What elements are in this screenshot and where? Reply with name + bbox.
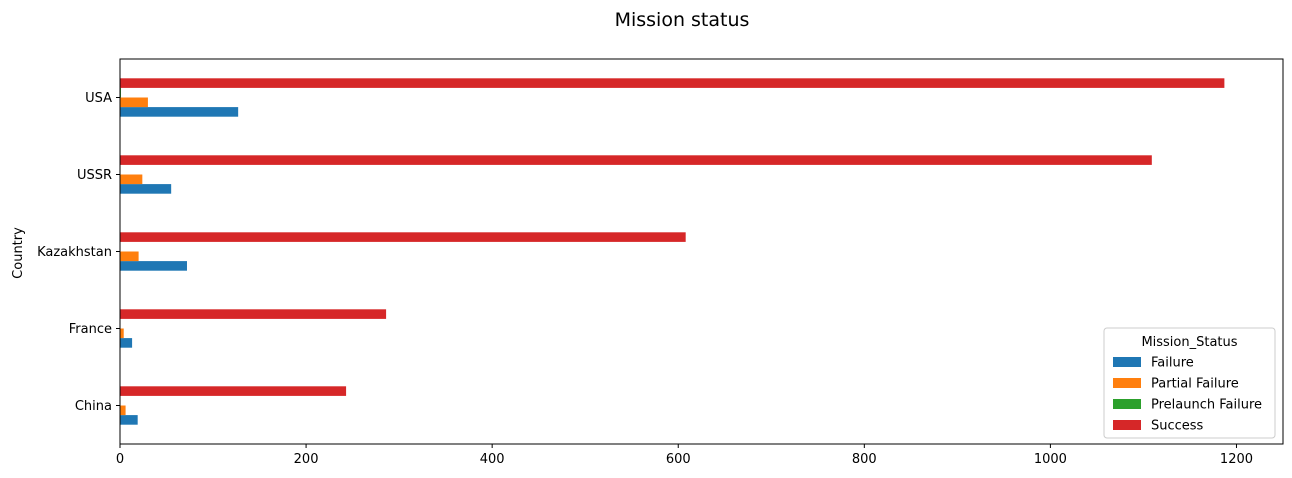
bar-usa-failure [120,107,239,117]
legend-swatch [1113,357,1141,367]
legend-swatch [1113,399,1141,409]
x-tick-label: 400 [480,452,505,467]
bar-ussr-failure [120,184,172,194]
legend-label: Failure [1151,356,1194,371]
bar-china-partial-failure [120,405,126,416]
y-tick-label: USSR [77,168,112,183]
bar-kazakhstan-partial-failure [120,251,139,262]
y-tick-label: Kazakhstan [37,245,112,260]
y-axis-label: Country [11,227,26,279]
bars-group [120,78,1225,425]
ticks-group: China France Kazakhstan USSR USA 0 200 400 600 80… [37,91,1253,467]
y-tick-label: China [75,399,112,414]
legend: Mission_Status Failure Partial Failure Pre… [1103,327,1276,439]
legend-label: Partial Failure [1151,377,1239,392]
legend-swatch [1113,378,1141,388]
x-tick-label: 1000 [1034,452,1067,467]
x-tick-label: 200 [294,452,319,467]
bar-france-success [120,309,387,319]
bar-france-partial-failure [120,328,124,339]
chart-title: Mission status [615,9,750,31]
bar-france-failure [120,338,133,348]
plot-frame [119,58,1284,445]
bar-china-failure [120,415,138,425]
legend-title: Mission_Status [1141,335,1237,350]
bar-ussr-partial-failure [120,174,143,185]
x-tick-label: 800 [852,452,877,467]
bar-china-success [120,386,347,396]
bar-kazakhstan-success [120,232,686,242]
bar-ussr-success [120,155,1152,165]
legend-label: Prelaunch Failure [1151,398,1262,413]
y-tick-label: France [69,322,112,337]
y-tick-label: USA [85,91,112,106]
legend-swatch [1113,420,1141,430]
x-tick-label: 600 [666,452,691,467]
x-tick-label: 0 [116,452,124,467]
legend-box [1103,327,1276,439]
legend-label: Success [1151,419,1204,434]
x-tick-label: 1200 [1220,452,1253,467]
bar-usa-partial-failure [120,97,148,108]
bar-usa-success [120,78,1225,88]
bar-kazakhstan-failure [120,261,187,271]
